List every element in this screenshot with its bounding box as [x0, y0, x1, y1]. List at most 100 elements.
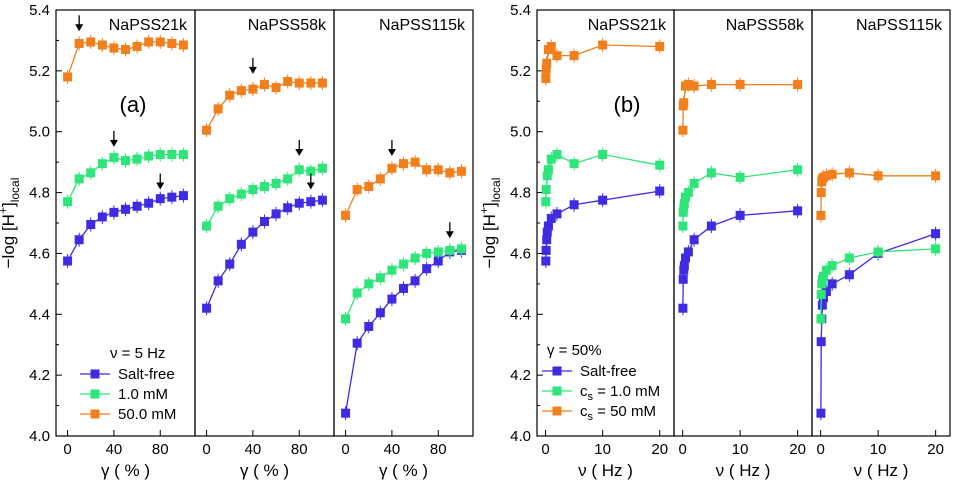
- data-point: [655, 42, 665, 52]
- panel-napss21k: 0 40 80γ ( % ) NaPSS21k: [55, 9, 196, 480]
- data-point: [819, 271, 828, 281]
- data-point: [155, 37, 165, 47]
- y-tick-label: 4.0: [510, 428, 531, 445]
- legend-label-rest: = 1.0 mM: [593, 383, 660, 400]
- data-point: [821, 171, 831, 181]
- x-tick-label: 0: [202, 441, 210, 458]
- data-point: [63, 197, 73, 207]
- data-point: [225, 90, 235, 100]
- panel-napss58k: 0 40 80γ ( % ) NaPSS58k: [194, 9, 335, 480]
- data-point: [86, 37, 96, 47]
- data-point: [132, 42, 142, 52]
- y-axis-label-main: −log [H: [0, 214, 18, 268]
- data-point: [422, 248, 432, 258]
- data-point: [410, 276, 420, 286]
- data-point: [445, 168, 455, 178]
- data-point: [387, 163, 397, 173]
- data-point: [679, 203, 689, 213]
- y-tick-label: 4.4: [510, 306, 531, 323]
- x-tick-label: 0: [541, 441, 549, 458]
- data-point: [706, 221, 716, 231]
- legend-label-main: c: [580, 383, 588, 400]
- data-point: [793, 80, 803, 90]
- legend-label-main: c: [580, 403, 588, 420]
- data-point: [364, 321, 374, 331]
- legend-swatch-marker: [90, 389, 100, 399]
- data-point: [352, 185, 362, 195]
- data-point: [341, 314, 351, 324]
- x-tick-label: 20: [651, 441, 668, 458]
- data-point: [735, 210, 745, 220]
- data-point: [678, 207, 688, 217]
- data-point: [144, 198, 154, 208]
- data-point: [97, 212, 107, 222]
- data-point: [541, 185, 551, 195]
- y-tick-label: 5.0: [29, 124, 50, 141]
- x-tick-label: 10: [594, 441, 611, 458]
- series-line: [682, 210, 798, 309]
- data-point: [283, 203, 293, 213]
- data-point: [202, 125, 212, 135]
- x-tick-label: 20: [927, 441, 944, 458]
- data-point: [844, 270, 854, 280]
- data-point: [167, 150, 177, 160]
- legend-label: cs = 50 mM: [580, 403, 656, 423]
- legend-label: 50.0 mM: [118, 406, 176, 423]
- y-tick-label: 5.4: [510, 2, 531, 19]
- data-point: [817, 279, 827, 289]
- data-point: [683, 80, 693, 90]
- y-tick-label: 5.2: [29, 63, 50, 80]
- data-point: [213, 104, 223, 114]
- data-point: [132, 201, 142, 211]
- data-point: [109, 153, 119, 163]
- y-tick-label: 5.4: [29, 2, 50, 19]
- data-point: [109, 43, 119, 53]
- data-point: [306, 78, 316, 88]
- data-point: [202, 221, 212, 231]
- data-point: [569, 159, 579, 169]
- y-tick-label: 4.2: [29, 367, 50, 384]
- panel-title: NaPSS58k: [248, 17, 327, 34]
- y-axis-label-sup: +: [477, 207, 491, 214]
- data-point: [155, 150, 165, 160]
- panel-frame: [333, 9, 474, 437]
- data-point: [236, 86, 246, 96]
- data-point: [679, 98, 689, 108]
- data-point: [827, 279, 837, 289]
- data-point: [542, 235, 552, 245]
- data-point: [678, 303, 688, 313]
- y-axis-label-sub: local: [489, 178, 503, 203]
- legend-label: Salt-free: [118, 366, 175, 383]
- panel-title: NaPSS21k: [109, 17, 188, 34]
- data-point: [679, 265, 689, 275]
- x-tick-label: 80: [152, 441, 169, 458]
- data-point: [213, 201, 223, 211]
- data-point: [683, 247, 693, 257]
- data-point: [552, 150, 562, 160]
- data-point: [167, 192, 177, 202]
- data-point: [681, 253, 690, 263]
- data-point: [399, 259, 408, 269]
- x-tick-label: 0: [816, 441, 824, 458]
- data-point: [248, 84, 258, 94]
- y-tick-label: 4.2: [510, 367, 531, 384]
- data-point: [433, 247, 443, 257]
- panel-title: NaPSS21k: [588, 17, 667, 34]
- y-tick-label: 4.6: [510, 245, 531, 262]
- x-axis-label: ν ( Hz ): [578, 461, 633, 480]
- x-tick-label: 0: [63, 441, 71, 458]
- data-point: [873, 247, 883, 257]
- legend-title: γ = 50%: [547, 342, 602, 359]
- data-point: [178, 150, 188, 160]
- data-point: [678, 125, 688, 135]
- panel-letter: (b): [614, 92, 641, 117]
- data-point: [821, 286, 831, 296]
- x-tick-label: 80: [430, 441, 447, 458]
- data-point: [202, 303, 212, 313]
- data-point: [97, 40, 107, 50]
- data-point: [655, 160, 665, 170]
- data-point: [552, 51, 562, 61]
- marker-arrow-head: [75, 24, 84, 32]
- x-tick-label: 20: [789, 441, 806, 458]
- y-axis-label-sup: +: [0, 207, 10, 214]
